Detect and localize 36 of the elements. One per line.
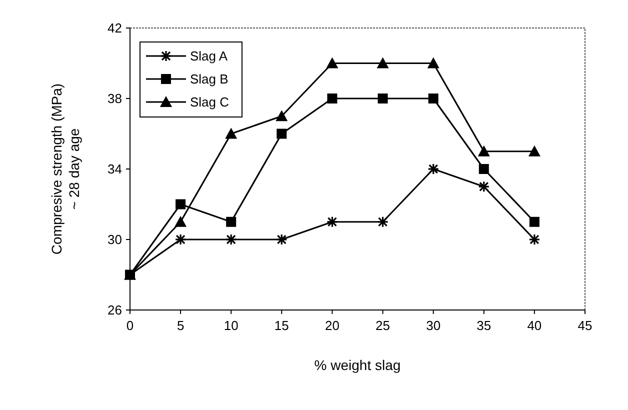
legend-label: Slag A — [190, 48, 228, 64]
x-tick-label: 20 — [324, 318, 340, 333]
point — [478, 164, 489, 174]
x-tick-label: 15 — [274, 318, 289, 333]
point — [376, 57, 389, 68]
point — [326, 57, 338, 68]
point — [529, 216, 540, 227]
y-tick-label: 42 — [108, 20, 122, 36]
x-tick-label: 30 — [426, 318, 441, 333]
point — [327, 94, 338, 104]
point — [378, 94, 388, 104]
legend-label: Slag C — [190, 94, 230, 110]
point — [276, 128, 287, 139]
y-tick-label: 34 — [108, 162, 122, 177]
x-tick-label: 40 — [527, 318, 542, 333]
point — [174, 216, 187, 227]
x-tick-label: 45 — [578, 318, 592, 333]
y-tick-label: 30 — [108, 232, 122, 248]
point — [225, 128, 238, 139]
point — [226, 216, 236, 227]
x-tick-label: 25 — [376, 318, 390, 333]
point — [276, 110, 288, 122]
point — [528, 145, 540, 156]
y-tick-label: 26 — [108, 302, 122, 318]
point — [478, 145, 490, 156]
x-axis-title: % weight slag — [314, 357, 401, 373]
x-tick-label: 35 — [476, 318, 492, 333]
x-tick-label: 5 — [176, 318, 184, 333]
legend-label: Slag B — [190, 72, 228, 87]
y-tick-label: 38 — [108, 91, 122, 106]
point — [427, 57, 440, 68]
x-tick-label: 0 — [126, 318, 134, 333]
y-axis-title: Compresive strength (MPa) ~ 28 day age — [48, 83, 82, 255]
x-tick-label: 10 — [224, 318, 238, 333]
point — [176, 199, 186, 210]
point — [428, 94, 438, 104]
